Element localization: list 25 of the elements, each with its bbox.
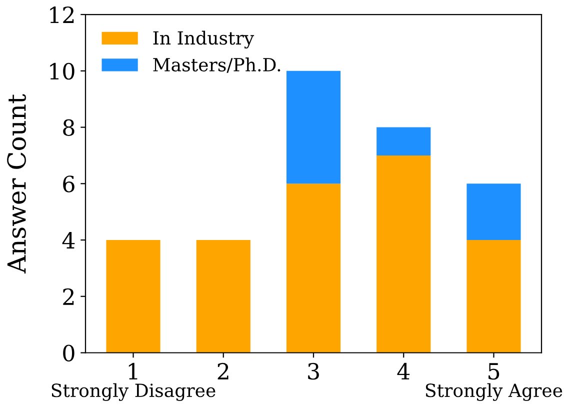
y-tick-label: 2 xyxy=(63,288,74,305)
legend-label: In Industry xyxy=(153,30,254,49)
y-tick-label: 6 xyxy=(63,176,74,192)
bar xyxy=(286,70,341,184)
text: Strongly Agree xyxy=(426,383,562,401)
legend-label: Masters/Ph.D. xyxy=(153,58,280,73)
bar xyxy=(466,184,521,240)
y-tick-label: 10 xyxy=(50,62,74,80)
text: Strongly Disagree xyxy=(52,383,216,401)
y-tick-label: 12 xyxy=(50,6,74,23)
y-tick-label: 0 xyxy=(63,344,74,362)
x-tick-label: 2 xyxy=(218,362,228,380)
bar xyxy=(376,155,431,353)
y-axis-title: Answer Count xyxy=(7,94,26,274)
x-tick-label: 5 xyxy=(488,363,500,380)
bar xyxy=(106,240,160,353)
x-tick-label: 4 xyxy=(397,362,410,380)
bar xyxy=(466,240,521,353)
x-tick-label: 3 xyxy=(308,362,319,380)
y-tick-label: 8 xyxy=(63,119,74,136)
bar xyxy=(196,240,250,353)
bar xyxy=(286,184,341,353)
bar xyxy=(376,127,431,156)
x-tick-label: 1 xyxy=(128,362,138,380)
y-tick-label: 4 xyxy=(62,232,75,248)
